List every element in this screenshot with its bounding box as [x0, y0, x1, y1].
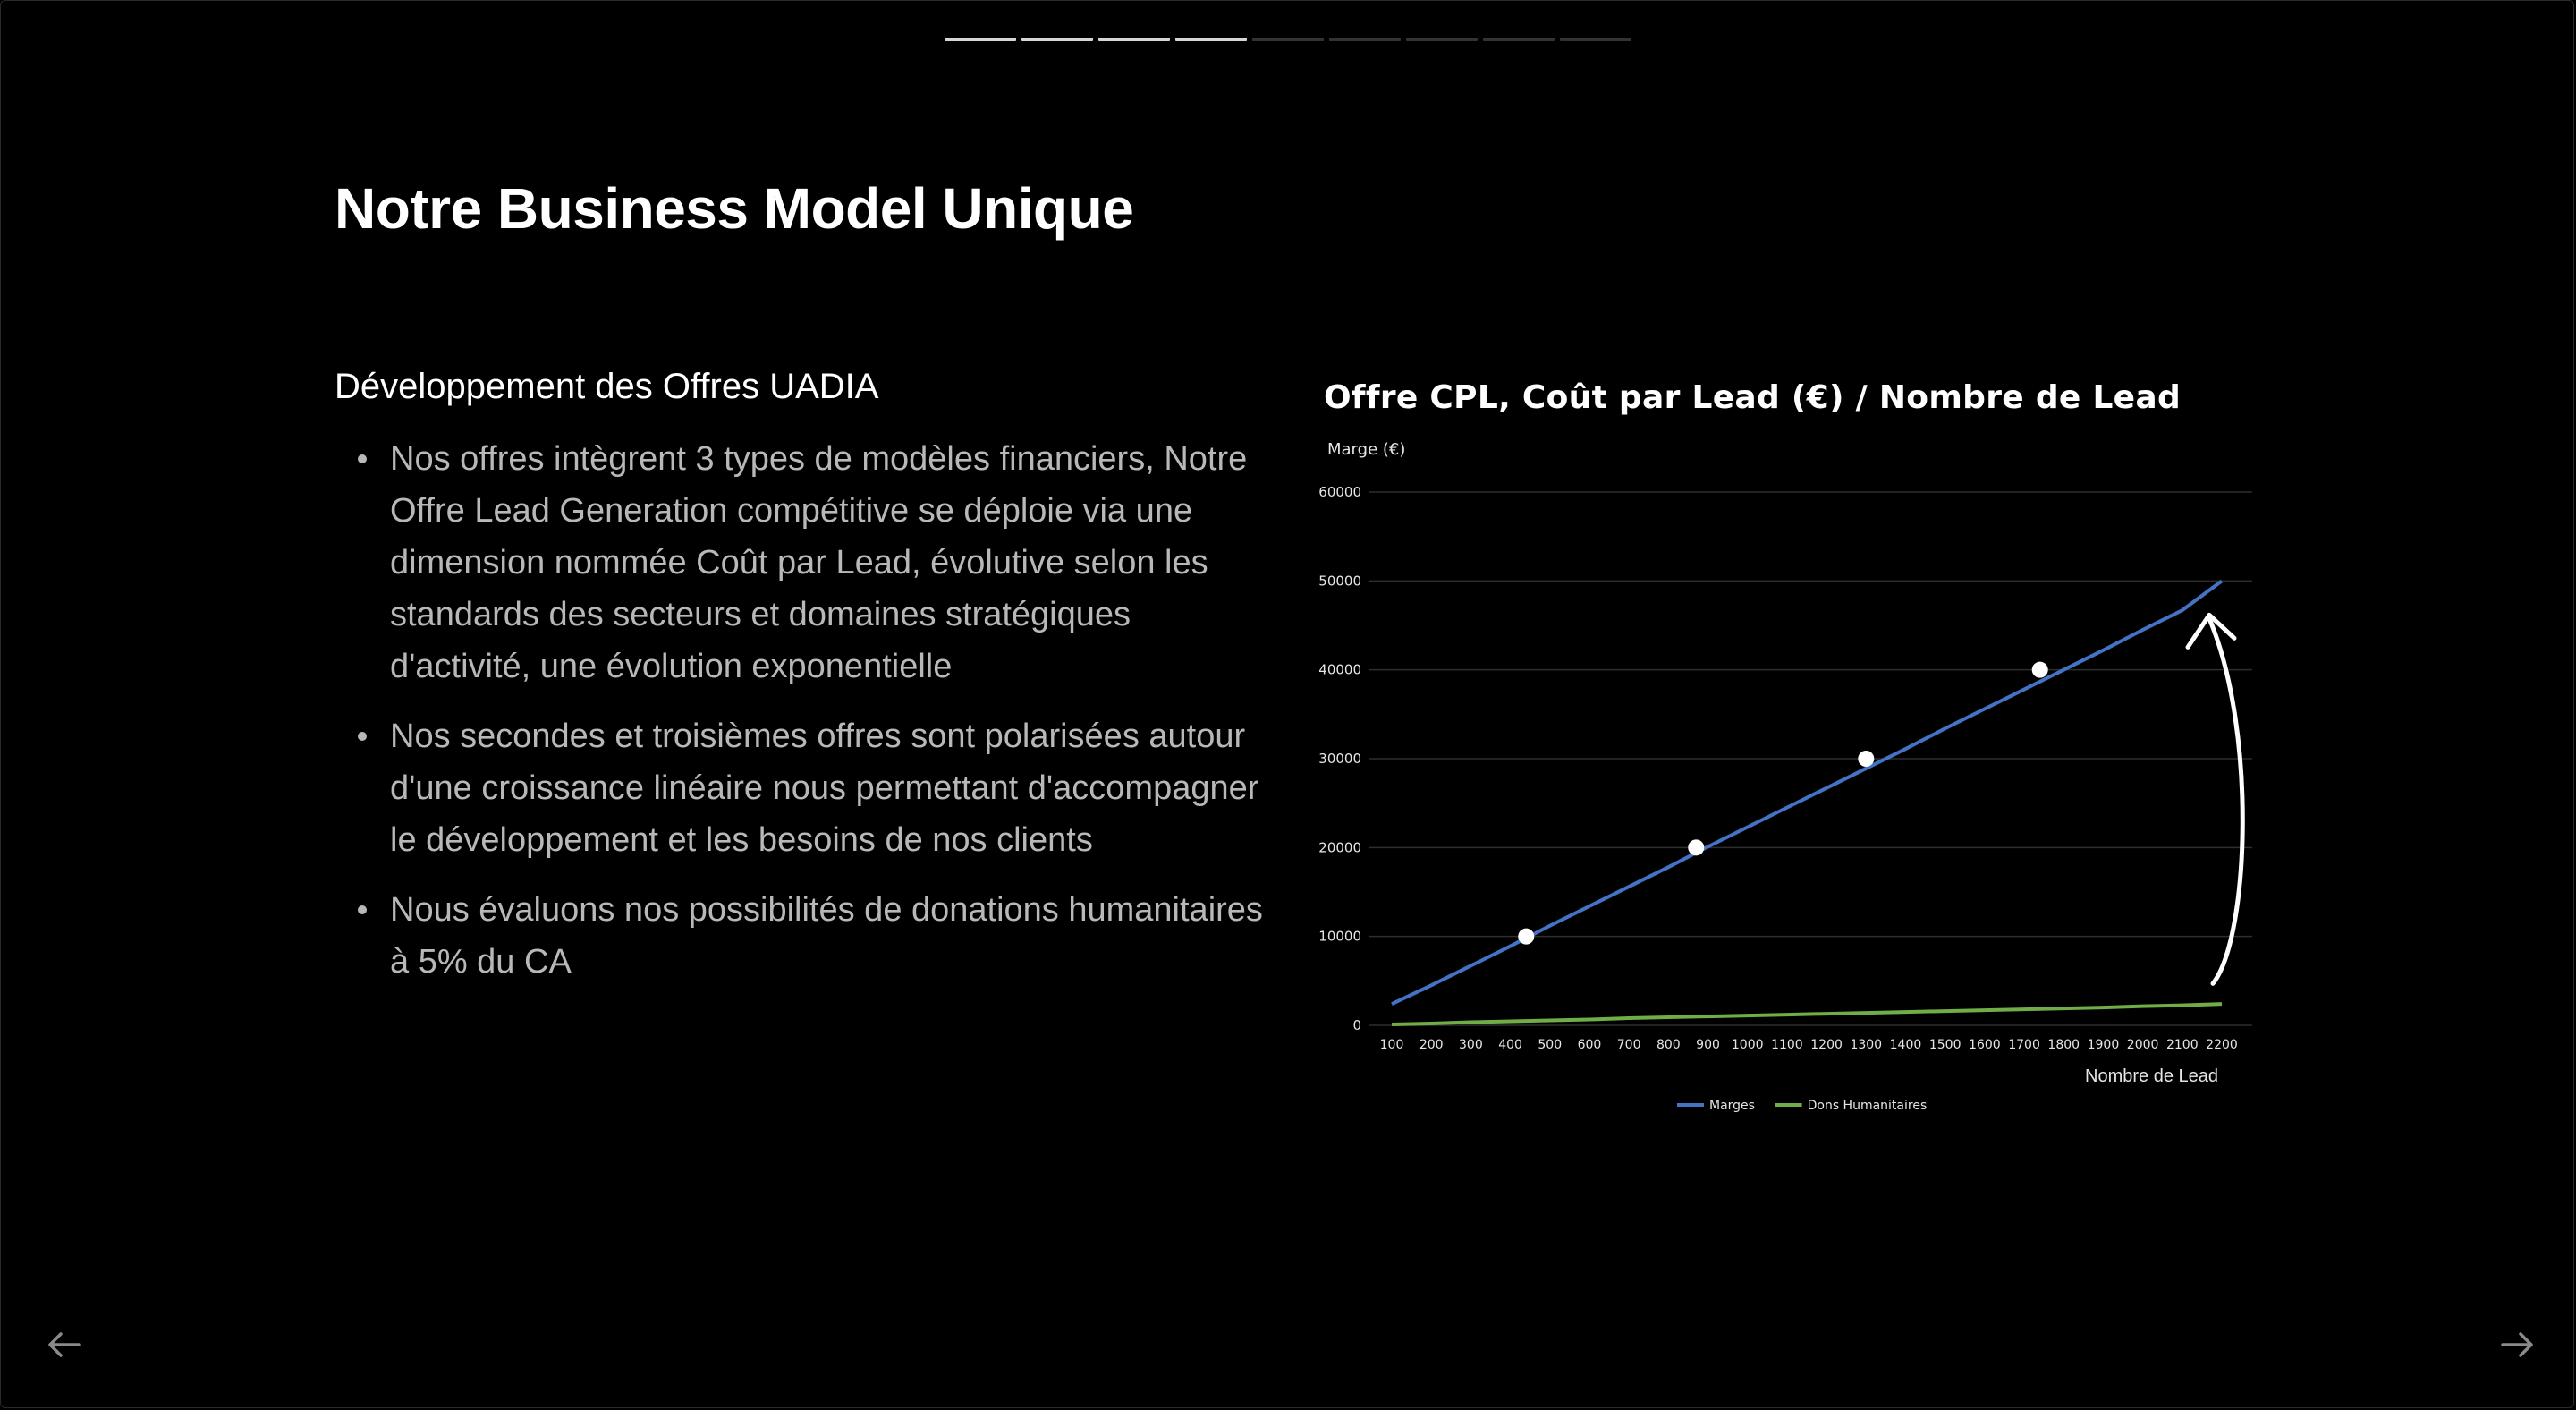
x-tick-label: 800 [1657, 1038, 1681, 1052]
x-tick-label: 2000 [2127, 1038, 2159, 1052]
bullet-item: Nos secondes et troisièmes offres sont p… [358, 710, 1265, 866]
x-tick-label: 400 [1498, 1038, 1522, 1052]
x-tick-label: 2100 [2166, 1038, 2199, 1052]
x-tick-label: 1400 [1890, 1038, 1922, 1052]
legend-label: Marges [1709, 1099, 1755, 1113]
slide-progress-bar [945, 38, 1631, 41]
x-tick-label: 600 [1578, 1038, 1602, 1052]
prev-slide-button[interactable] [41, 1322, 86, 1367]
x-tick-label: 700 [1617, 1038, 1641, 1052]
chart-container: 0 10000 20000 30000 40000 50000 60000 100 200 300… [1315, 367, 2263, 1127]
highlight-point [1688, 839, 1705, 856]
arrow-right-icon [2501, 1332, 2533, 1357]
x-tick-label: 500 [1538, 1038, 1562, 1052]
y-tick-label: 50000 [1318, 573, 1361, 589]
next-slide-button[interactable] [2496, 1322, 2540, 1367]
highlight-point [2031, 661, 2048, 678]
y-tick-label: 30000 [1318, 751, 1361, 767]
x-tick-label: 1900 [2088, 1038, 2120, 1052]
section-heading: Développement des Offres UADIA [335, 367, 879, 406]
highlight-point [1518, 928, 1535, 945]
bullet-list: Nos offres intègrent 3 types de modèles … [335, 433, 1265, 1006]
progress-segment [1483, 38, 1555, 41]
bullet-item: Nos offres intègrent 3 types de modèles … [358, 433, 1265, 692]
x-tick-label: 1100 [1771, 1038, 1803, 1052]
x-tick-label: 1800 [2047, 1038, 2080, 1052]
x-tick-label: 1700 [2008, 1038, 2040, 1052]
progress-segment [1021, 38, 1093, 41]
progress-segment [1560, 38, 1631, 41]
y-tick-label: 20000 [1318, 839, 1361, 855]
progress-segment [1098, 38, 1170, 41]
progress-segment [1175, 38, 1247, 41]
slide-title: Notre Business Model Unique [335, 176, 1134, 241]
x-tick-label: 1200 [1810, 1038, 1843, 1052]
legend-label: Dons Humanitaires [1808, 1099, 1928, 1113]
progress-segment [1252, 38, 1324, 41]
y-tick-label: 10000 [1318, 929, 1361, 945]
chart-title: Offre CPL, Coût par Lead (€) / Nombre de… [1324, 379, 2182, 416]
x-tick-label: 2200 [2206, 1038, 2238, 1052]
highlight-point [1858, 751, 1875, 767]
y-tick-label: 0 [1352, 1017, 1361, 1033]
annotation-arrowhead-icon [2185, 612, 2237, 650]
x-axis-label: Nombre de Lead [2085, 1066, 2218, 1086]
y-tick-label: 40000 [1318, 662, 1361, 678]
bullet-item: Nous évaluons nos possibilités de donati… [358, 884, 1265, 988]
x-tick-label: 300 [1459, 1038, 1483, 1052]
arrow-left-icon [48, 1332, 80, 1357]
annotation-arrow-icon [2207, 616, 2245, 986]
progress-segment [945, 38, 1016, 41]
y-tick-label: 60000 [1318, 484, 1361, 500]
series-line [1391, 1002, 2223, 1027]
x-tick-label: 1600 [1969, 1038, 2001, 1052]
progress-segment [1329, 38, 1401, 41]
series-line [1391, 579, 2224, 1006]
y-axis-label: Marge (€) [1327, 440, 1405, 459]
x-tick-label: 900 [1696, 1038, 1720, 1052]
x-tick-label: 1500 [1929, 1038, 1962, 1052]
x-tick-label: 100 [1380, 1038, 1404, 1052]
x-tick-label: 1300 [1850, 1038, 1882, 1052]
x-tick-label: 200 [1419, 1038, 1444, 1052]
x-tick-label: 1000 [1732, 1038, 1764, 1052]
progress-segment [1406, 38, 1478, 41]
chart-svg: 0 10000 20000 30000 40000 50000 60000 100 200 300… [1318, 440, 2252, 1113]
